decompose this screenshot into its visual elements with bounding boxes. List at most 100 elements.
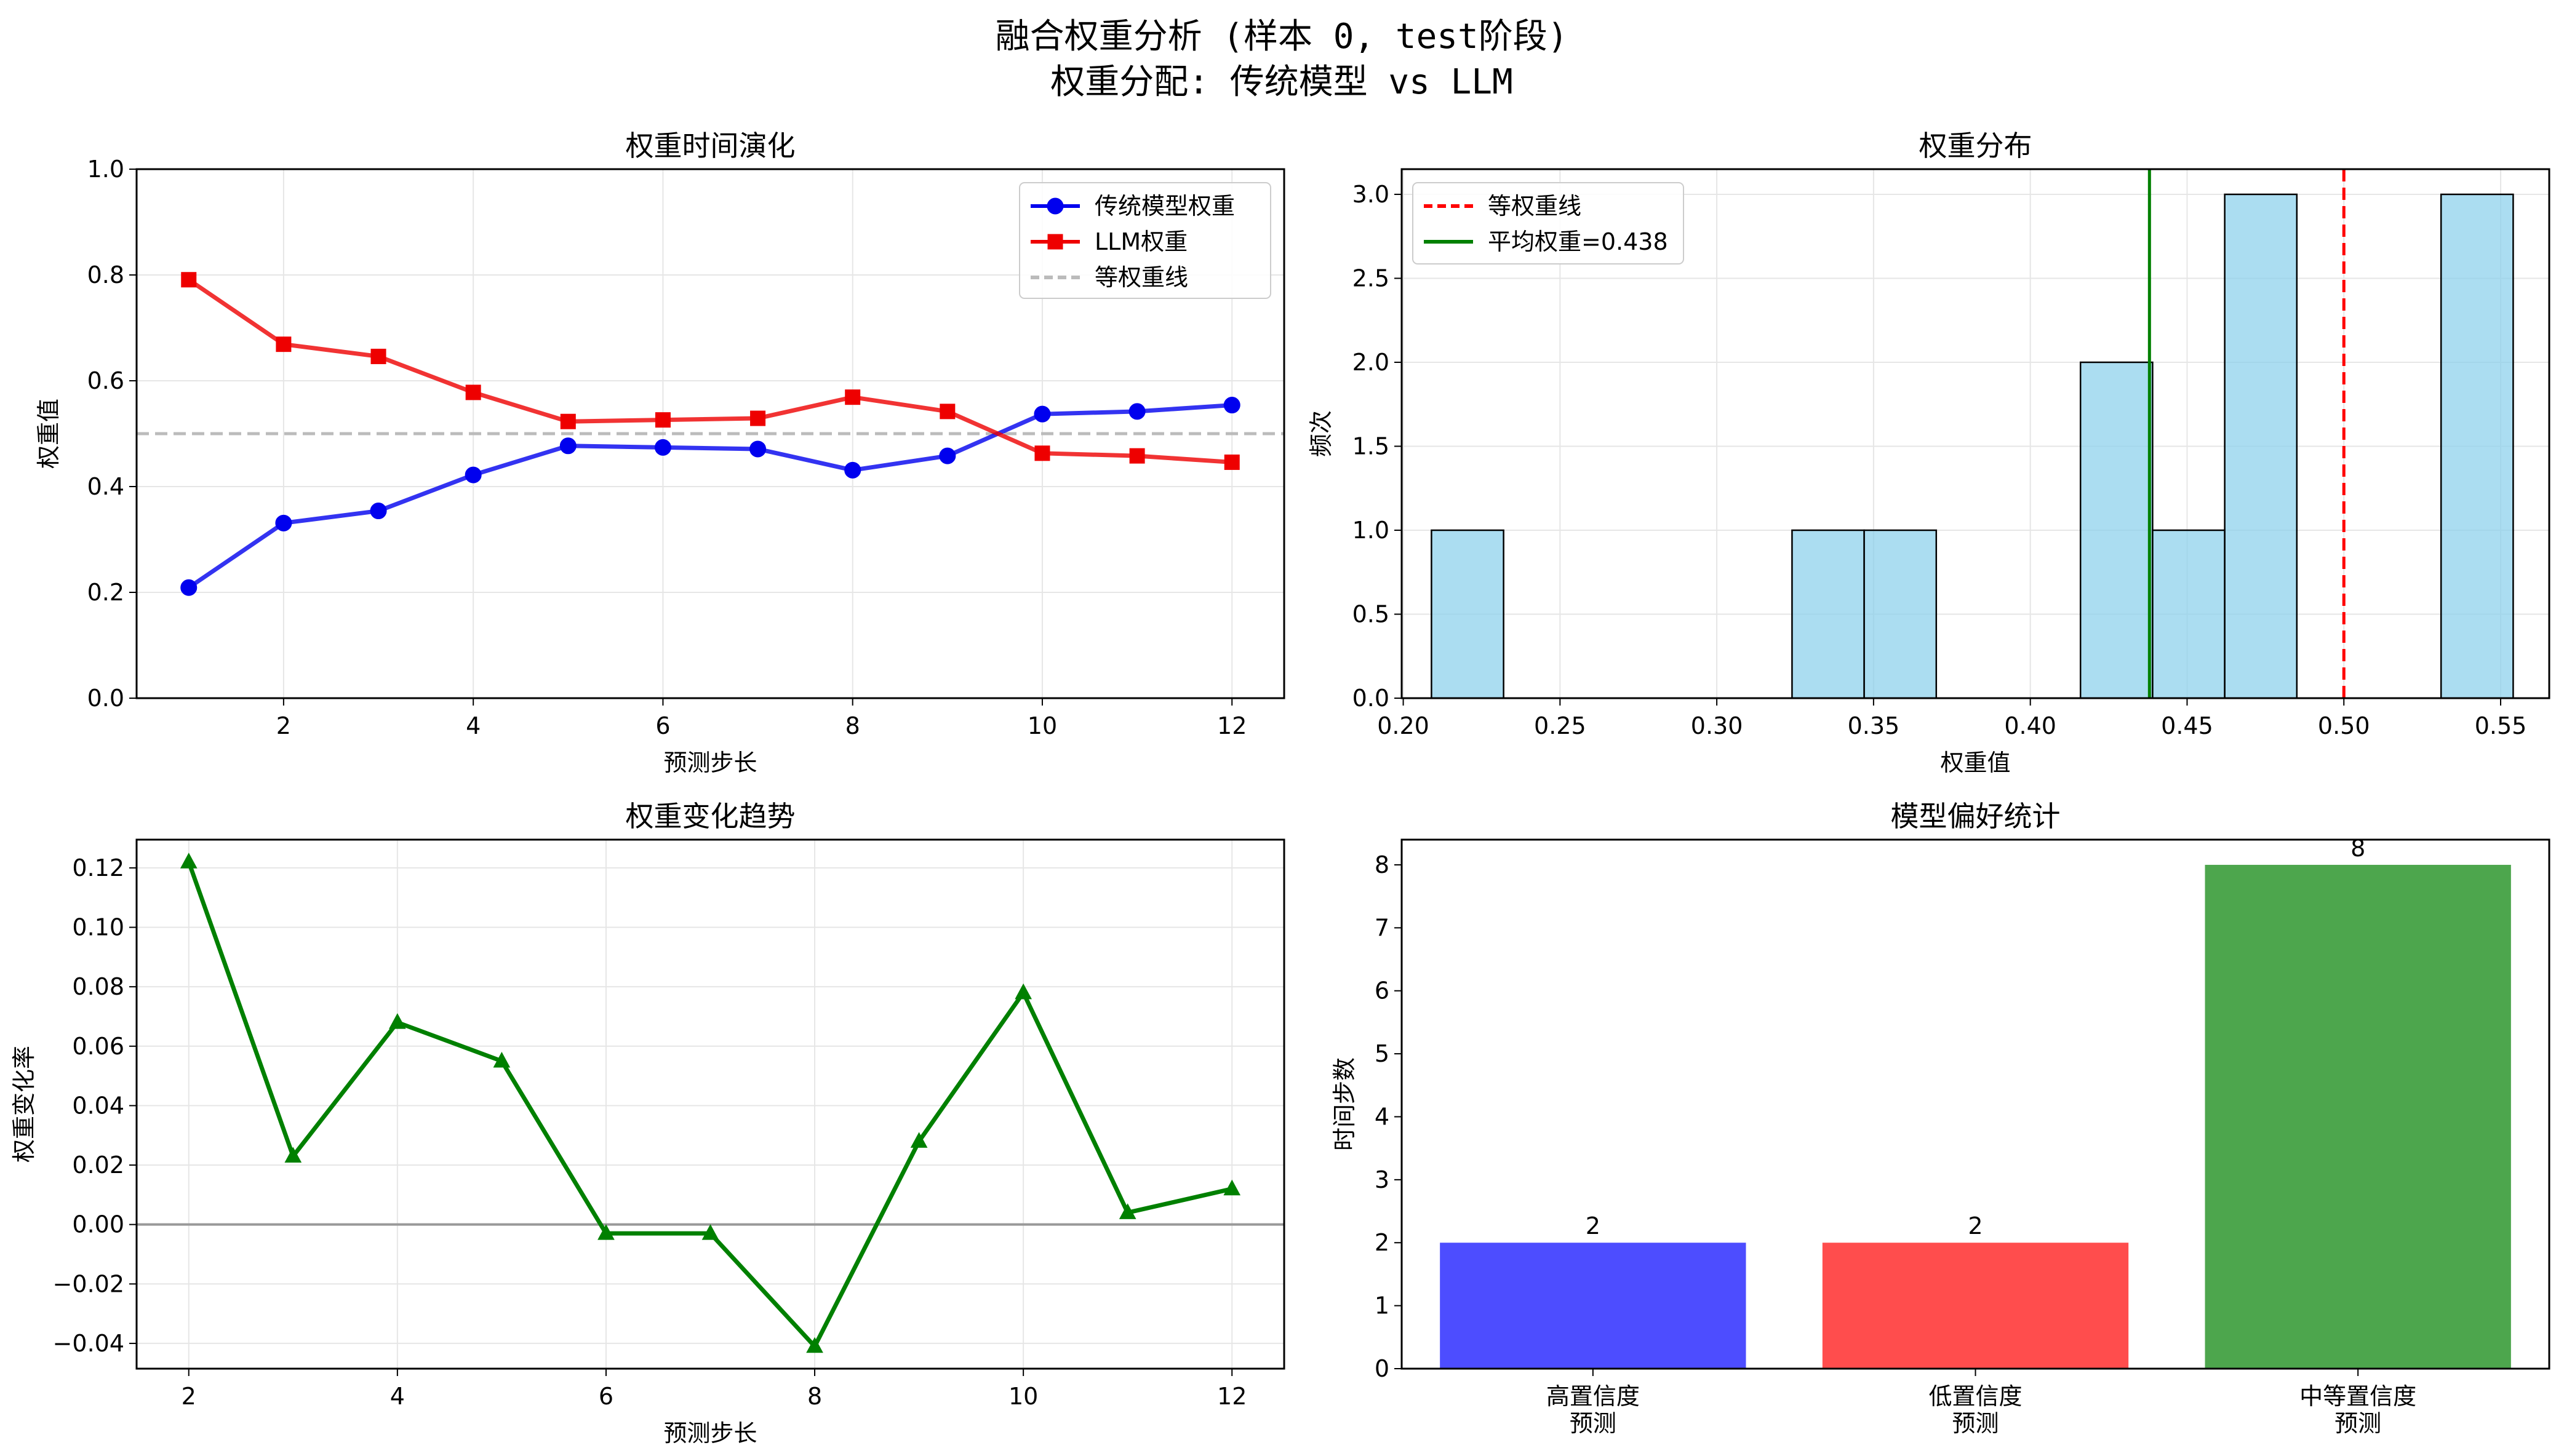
llm-weight-point (370, 348, 386, 364)
llm-weight-point (181, 272, 197, 288)
y-tick-label: 5 (1375, 1040, 1389, 1067)
y-tick-label: 1.0 (87, 156, 124, 183)
axes-frame (1400, 838, 2550, 1370)
llm-weight-point (1034, 445, 1050, 461)
llm-weight-point (465, 384, 481, 400)
y-tick-label: 0.12 (72, 854, 124, 881)
weight-distribution-panel: 0.0 0.5 1.0 1.5 2.0 2.5 3.0 0.20 0.25 0.30 0.35 0.4… (1308, 129, 2550, 776)
weight-change-point (180, 853, 198, 869)
llm-weight-point (1129, 448, 1145, 464)
preference-bar (1822, 1243, 2129, 1369)
traditional-weight-point (1034, 405, 1051, 423)
bar-value-label: 2 (1968, 1212, 1983, 1239)
panel-title: 模型偏好统计 (1891, 800, 2061, 833)
panel-title: 权重分布 (1919, 129, 2032, 162)
axes-frame (135, 838, 1285, 1370)
weight-change-point (910, 1132, 928, 1148)
x-tick-label: 0.55 (2475, 712, 2527, 739)
llm-weight-point (940, 404, 956, 420)
y-tick-label: 0.08 (72, 973, 124, 1000)
x-tick-label: 10 (1008, 1383, 1038, 1410)
histogram-bar (2224, 193, 2298, 699)
x-category-label: 低置信度 (1928, 1383, 2022, 1410)
x-axis-label: 权重值 (1940, 749, 2010, 776)
x-tick-label: 0.25 (1534, 712, 1586, 739)
histogram-bar (1863, 529, 1938, 699)
x-tick-label: 4 (466, 712, 481, 739)
weight-change-point (806, 1337, 823, 1353)
preference-bar (1440, 1243, 1746, 1369)
legend-box (1412, 182, 1684, 265)
legend-label: 传统模型权重 (1095, 193, 1235, 220)
x-tick-label: 12 (1217, 1383, 1247, 1410)
x-tick-label: 6 (599, 1383, 613, 1410)
histogram-bar (2079, 361, 2154, 699)
y-axis-label: 频次 (1308, 410, 1335, 457)
y-tick-label: 1.0 (1352, 517, 1389, 544)
legend-label: LLM权重 (1095, 228, 1188, 255)
histogram-bar (2440, 193, 2514, 699)
weight-change-point (701, 1224, 719, 1240)
y-axis-label: 时间步数 (1331, 1057, 1358, 1151)
traditional-weight-line (187, 403, 1232, 590)
x-tick-label: 12 (1217, 712, 1247, 739)
y-tick-label: 7 (1375, 914, 1389, 941)
x-tick-label: 8 (807, 1383, 822, 1410)
y-axis-label: 权重变化率 (10, 1046, 38, 1163)
y-tick-label: 0 (1375, 1355, 1389, 1382)
x-tick-label: 10 (1028, 712, 1057, 739)
traditional-weight-point (1223, 397, 1240, 414)
y-tick-label: 3.0 (1352, 181, 1389, 208)
weight-change-point (1119, 1203, 1136, 1219)
legend-label: 等权重线 (1488, 193, 1581, 220)
x-category-label: 预测 (2334, 1410, 2381, 1437)
y-tick-label: 2 (1375, 1229, 1389, 1256)
y-tick-label: 0.00 (72, 1211, 124, 1238)
y-tick-label: 0.0 (1352, 685, 1389, 712)
legend-marker (1047, 234, 1063, 250)
x-category-label: 预测 (1570, 1410, 1616, 1437)
weight-change-point (597, 1224, 615, 1240)
x-tick-label: 0.20 (1377, 712, 1429, 739)
panel-title: 权重时间演化 (626, 129, 796, 162)
llm-weight-point (845, 389, 861, 405)
x-tick-label: 2 (276, 712, 291, 739)
y-tick-label: 6 (1375, 977, 1389, 1004)
y-tick-label: 0.2 (87, 579, 124, 606)
x-tick-label: 0.30 (1691, 712, 1743, 739)
y-tick-label: 0.04 (72, 1092, 124, 1119)
weight-change-point (493, 1051, 511, 1068)
preference-bar (2205, 864, 2511, 1369)
llm-weight-point (1224, 454, 1240, 470)
y-tick-label: 0.10 (72, 914, 124, 941)
x-tick-label: 0.50 (2318, 712, 2370, 739)
y-axis-label: 权重值 (35, 399, 62, 469)
model-preference-panel: 012345678模型偏好统计时间步数2高置信度预测2低置信度预测8中等置信度预… (1331, 800, 2550, 1437)
x-tick-label: 0.35 (1848, 712, 1900, 739)
traditional-weight-point (939, 447, 956, 464)
y-tick-label: 4 (1375, 1103, 1389, 1130)
weight-change-trend-panel: −0.04 −0.02 0.00 0.02 0.04 0.06 0.08 0.10 0.12 2 4… (10, 800, 1285, 1447)
llm-weight-point (750, 410, 766, 426)
legend-label: 平均权重=0.438 (1488, 228, 1668, 255)
y-tick-label: 0.06 (72, 1033, 124, 1060)
x-tick-label: 6 (655, 712, 670, 739)
traditional-weight-point (559, 437, 577, 455)
x-tick-label: 2 (182, 1383, 196, 1410)
y-tick-label: 0.6 (87, 367, 124, 394)
traditional-weight-point (465, 466, 482, 483)
traditional-weight-point (370, 503, 387, 520)
y-tick-label: 1.5 (1352, 432, 1389, 459)
traditional-weight-point (654, 439, 671, 456)
axes-frame (1400, 168, 2550, 699)
legend-marker (1047, 197, 1064, 215)
y-tick-label: 0.0 (87, 685, 124, 712)
y-tick-label: 3 (1375, 1166, 1389, 1193)
x-category-label: 高置信度 (1546, 1383, 1640, 1410)
histogram-bar (1431, 529, 1504, 699)
y-tick-label: 2.5 (1352, 265, 1389, 292)
x-tick-label: 4 (390, 1383, 405, 1410)
x-axis-label: 预测步长 (663, 1420, 757, 1447)
